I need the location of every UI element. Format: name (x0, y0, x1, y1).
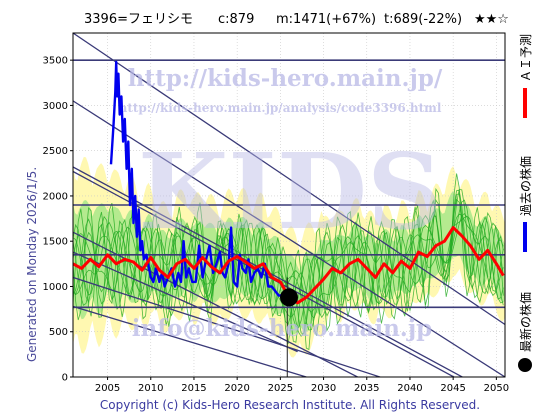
trend-line (73, 33, 505, 326)
trend-line (73, 305, 307, 377)
watermark-url-small: http://kids-hero.main.jp/analysis/code33… (119, 101, 442, 115)
header-rating: ★★☆ (474, 12, 509, 27)
x-axis-ticks: 2005 2010 2015 2020 2025 2030 2035 2040 2045 2050 (95, 377, 509, 394)
header-current: c:879 (218, 12, 254, 27)
trend-line (73, 100, 505, 377)
x-tick-label: 2025 (268, 383, 293, 394)
x-tick-label: 2015 (181, 383, 206, 394)
generated-date: Generated on Monday 2026/1/5. (25, 167, 39, 362)
x-tick-label: 2035 (354, 383, 379, 394)
y-axis-ticks: 0 500 1000 1500 2000 2500 3000 3500 (43, 56, 73, 384)
y-tick-label: 500 (49, 327, 68, 338)
trend-lines (73, 33, 505, 377)
trend-line (73, 276, 383, 377)
watermark-url-large: http://kids-hero.main.jp/ (128, 65, 443, 92)
x-tick-label: 2050 (484, 383, 509, 394)
y-tick-label: 0 (62, 373, 68, 384)
copyright-footer: Copyright (c) Kids-Hero Research Institu… (100, 398, 480, 412)
y-tick-label: 1000 (43, 282, 68, 293)
header-mid-target: m:1471(+67%) (276, 12, 376, 27)
y-tick-label: 2000 (43, 191, 68, 202)
x-tick-label: 2030 (311, 383, 336, 394)
y-tick-label: 2500 (43, 146, 68, 157)
past-price-line (109, 60, 283, 297)
legend-latest-label: 最新の株価 (518, 292, 533, 352)
x-tick-label: 2020 (224, 383, 249, 394)
x-tick-label: 2040 (397, 383, 422, 394)
header-code-name: 3396=フェリシモ (84, 12, 193, 27)
watermark-email: info@kids-hero.main.jp (132, 315, 432, 342)
plot-frame (72, 32, 506, 378)
simulation-line (73, 198, 504, 335)
y-tick-label: 3000 (43, 101, 68, 112)
y-tick-label: 3500 (43, 56, 68, 67)
band-inner (73, 190, 505, 335)
latest-price-marker (280, 288, 298, 307)
latest-marker-group (280, 288, 298, 307)
simulation-line (73, 199, 504, 331)
trend-line (73, 231, 360, 377)
legend-latest-swatch (518, 358, 532, 372)
simulation-lines (73, 173, 504, 351)
trend-line (73, 251, 298, 353)
header-low-target: t:689(-22%) (384, 12, 462, 27)
x-tick-label: 2005 (95, 383, 120, 394)
x-tick-label: 2045 (440, 383, 465, 394)
watermark-logo: KIDS (138, 130, 442, 253)
legend-ai-label: ＡＩ予測 (519, 34, 533, 82)
y-tick-label: 1500 (43, 237, 68, 248)
legend-past-label: 過去の株価 (518, 156, 533, 216)
trend-line (73, 166, 464, 377)
horizontal-levels (73, 59, 505, 309)
x-tick-label: 2010 (138, 383, 163, 394)
